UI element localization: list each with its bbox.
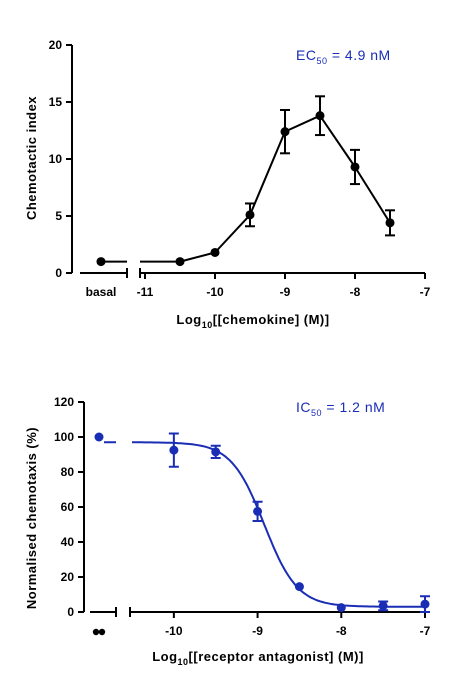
data-point — [280, 127, 290, 137]
x-tick-label: -10 — [165, 624, 183, 638]
y-axis-ticks: 0 5 10 15 20 — [49, 38, 72, 280]
data-point — [315, 111, 325, 121]
data-point — [378, 601, 388, 611]
y-tick-label: 60 — [61, 500, 75, 514]
y-tick-label: 120 — [54, 395, 74, 409]
y-tick-label: 0 — [55, 266, 62, 280]
control-marker-dot — [98, 628, 106, 636]
control-data-point — [94, 432, 104, 442]
y-tick-label: 0 — [67, 605, 74, 619]
axes — [83, 402, 425, 617]
y-tick-label: 20 — [61, 570, 75, 584]
y-tick-label: 100 — [54, 430, 74, 444]
ec50-annotation: EC50 = 4.9 nM — [296, 47, 391, 66]
data-point — [175, 257, 185, 267]
axes — [71, 45, 425, 278]
x-axis-label: Log10[[receptor antagonist] (M)] — [152, 649, 364, 667]
data-point — [245, 210, 255, 220]
antagonist-inhibition-chart: 0 20 40 60 80 100 120 -10 -9 -8 -7 Normalised che… — [24, 395, 431, 667]
x-tick-label: -11 — [137, 285, 154, 299]
x-tick-label: -7 — [420, 285, 431, 299]
x-tick-label: -8 — [336, 624, 347, 638]
data-point — [294, 582, 304, 592]
data-point — [336, 603, 346, 613]
y-tick-label: 20 — [49, 38, 63, 52]
fit-curve — [132, 441, 425, 608]
x-axis-ticks: -11 -10 -9 -8 -7 basal — [86, 273, 431, 299]
data-point — [211, 447, 221, 457]
x-tick-label: -10 — [206, 285, 224, 299]
data-point — [420, 599, 430, 609]
x-tick-label: -8 — [350, 285, 361, 299]
y-tick-label: 5 — [55, 209, 62, 223]
x-tick-label: -9 — [252, 624, 263, 638]
x-axis-label: Log10[[chemokine] (M)] — [176, 312, 329, 330]
data-point — [350, 162, 360, 172]
data-point — [210, 247, 220, 257]
data-point — [385, 218, 395, 228]
chemokine-response-chart: 0 5 10 15 20 -11 -10 -9 -8 -7 basal Chemotactic i… — [24, 38, 431, 330]
y-axis-label: Normalised chemotaxis (%) — [24, 427, 39, 609]
data-marks — [94, 432, 430, 613]
x-tick-label-basal: basal — [86, 285, 117, 299]
x-tick-label: -7 — [420, 624, 431, 638]
y-tick-label: 80 — [61, 465, 75, 479]
data-point — [253, 506, 263, 516]
basal-data-point — [96, 257, 106, 267]
y-axis-ticks: 0 20 40 60 80 100 120 — [54, 395, 84, 619]
y-tick-label: 40 — [61, 535, 75, 549]
y-tick-label: 10 — [49, 152, 63, 166]
data-point — [169, 445, 179, 455]
x-axis-ticks: -10 -9 -8 -7 — [92, 612, 431, 638]
y-axis-label: Chemotactic index — [24, 96, 39, 220]
control-marker-dot — [92, 628, 100, 636]
data-marks — [96, 95, 395, 267]
y-tick-label: 15 — [49, 95, 63, 109]
x-tick-label: -9 — [280, 285, 291, 299]
ic50-annotation: IC50 = 1.2 nM — [296, 399, 385, 418]
